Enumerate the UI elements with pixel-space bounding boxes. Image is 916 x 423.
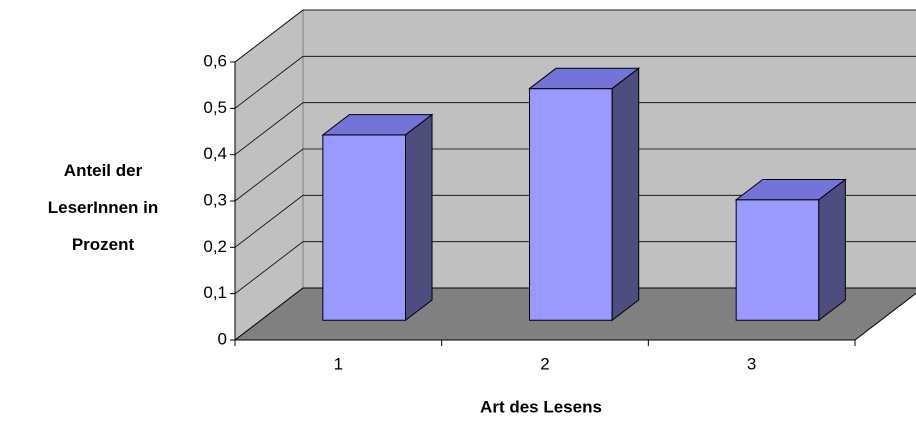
y-tick-label: 0,5	[203, 98, 227, 117]
bar-front	[735, 199, 820, 321]
grid-line	[234, 102, 916, 155]
grid-line	[234, 194, 916, 248]
y-tick-label: 0,4	[203, 144, 227, 163]
y-tick-label: 0	[218, 329, 227, 348]
bar-side	[611, 67, 640, 322]
bar-front	[529, 88, 613, 321]
x-axis-label: Art des Lesens	[480, 397, 602, 416]
bar-side	[818, 178, 846, 322]
bar	[734, 178, 847, 322]
x-tick-label: 2	[540, 354, 549, 373]
bar	[528, 67, 641, 322]
grid-line	[234, 148, 916, 202]
y-tick-label: 0,2	[203, 237, 227, 256]
bar	[321, 113, 434, 322]
x-tick-label: 1	[334, 354, 343, 373]
grid-line	[234, 9, 916, 63]
bar-front	[322, 134, 407, 321]
y-tick-label: 0,6	[203, 51, 227, 70]
y-axis-label: Anteil der LeserInnen in Prozent	[47, 161, 159, 254]
x-tick-label: 3	[747, 354, 756, 373]
y-tick-label: 0,1	[203, 283, 227, 302]
y-tick-label: 0,3	[203, 190, 227, 209]
grid-line	[234, 55, 916, 109]
grid-line	[234, 241, 916, 294]
bar-side	[405, 113, 433, 322]
